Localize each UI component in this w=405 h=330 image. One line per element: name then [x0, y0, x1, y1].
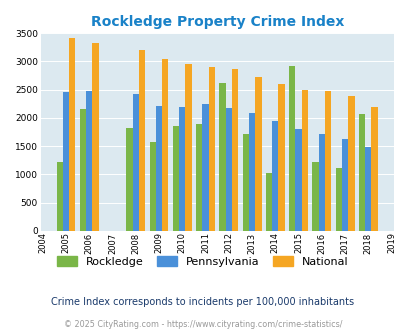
Bar: [271, 121, 278, 231]
Bar: [371, 107, 377, 231]
Bar: [324, 91, 330, 231]
Bar: [278, 84, 284, 231]
Bar: [265, 173, 271, 231]
Bar: [364, 147, 371, 231]
Bar: [149, 142, 156, 231]
Bar: [358, 115, 364, 231]
Bar: [86, 91, 92, 231]
Bar: [347, 96, 354, 231]
Bar: [185, 64, 191, 231]
Bar: [288, 66, 295, 231]
Bar: [202, 104, 208, 231]
Bar: [57, 162, 63, 231]
Bar: [63, 92, 69, 231]
Bar: [139, 50, 145, 231]
Bar: [219, 83, 225, 231]
Bar: [173, 126, 179, 231]
Text: © 2025 CityRating.com - https://www.cityrating.com/crime-statistics/: © 2025 CityRating.com - https://www.city…: [64, 319, 341, 329]
Bar: [196, 124, 202, 231]
Bar: [179, 107, 185, 231]
Bar: [248, 113, 255, 231]
Bar: [312, 162, 318, 231]
Bar: [156, 106, 162, 231]
Bar: [126, 128, 132, 231]
Bar: [318, 134, 324, 231]
Bar: [335, 168, 341, 231]
Bar: [242, 134, 248, 231]
Text: Crime Index corresponds to incidents per 100,000 inhabitants: Crime Index corresponds to incidents per…: [51, 297, 354, 307]
Bar: [255, 77, 261, 231]
Bar: [132, 93, 139, 231]
Bar: [231, 69, 238, 231]
Bar: [80, 109, 86, 231]
Bar: [301, 89, 307, 231]
Legend: Rockledge, Pennsylvania, National: Rockledge, Pennsylvania, National: [57, 256, 348, 267]
Bar: [92, 43, 98, 231]
Bar: [162, 59, 168, 231]
Bar: [69, 38, 75, 231]
Bar: [225, 108, 231, 231]
Title: Rockledge Property Crime Index: Rockledge Property Crime Index: [90, 15, 343, 29]
Bar: [208, 67, 215, 231]
Bar: [295, 129, 301, 231]
Bar: [341, 139, 347, 231]
